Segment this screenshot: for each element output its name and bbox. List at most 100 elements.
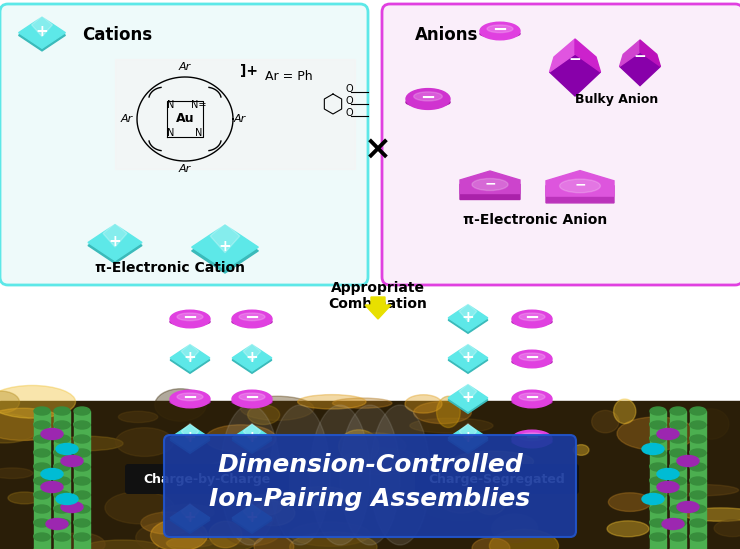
Ellipse shape	[670, 477, 686, 485]
Ellipse shape	[34, 477, 50, 485]
Text: N: N	[167, 100, 175, 110]
Ellipse shape	[346, 433, 406, 459]
Bar	[34, 509, 50, 522]
FancyBboxPatch shape	[0, 4, 368, 285]
Ellipse shape	[61, 501, 83, 513]
Ellipse shape	[512, 310, 552, 328]
Ellipse shape	[657, 429, 679, 440]
Ellipse shape	[670, 519, 686, 527]
Ellipse shape	[431, 464, 506, 476]
Bar	[34, 523, 50, 536]
Text: +: +	[218, 238, 232, 254]
Ellipse shape	[232, 318, 272, 326]
Text: −: −	[244, 309, 260, 327]
Ellipse shape	[642, 444, 664, 455]
Ellipse shape	[670, 476, 686, 484]
Text: Ar: Ar	[234, 114, 246, 124]
Ellipse shape	[74, 504, 90, 512]
Ellipse shape	[170, 478, 210, 486]
Ellipse shape	[74, 434, 90, 442]
Ellipse shape	[592, 411, 619, 433]
Ellipse shape	[232, 398, 272, 406]
Polygon shape	[640, 40, 660, 66]
Bar	[690, 467, 706, 480]
Text: Appropriate
Combination: Appropriate Combination	[329, 281, 428, 311]
Polygon shape	[448, 464, 488, 491]
Bar	[650, 481, 666, 494]
Bar	[54, 411, 70, 424]
Ellipse shape	[480, 22, 520, 40]
Ellipse shape	[34, 505, 50, 513]
Ellipse shape	[74, 462, 90, 470]
Bar	[74, 425, 90, 438]
FancyBboxPatch shape	[382, 4, 740, 285]
Polygon shape	[232, 505, 272, 531]
Text: O: O	[345, 96, 353, 106]
Polygon shape	[448, 467, 488, 494]
Bar	[670, 425, 686, 438]
Text: −: −	[525, 429, 539, 447]
Ellipse shape	[662, 518, 684, 529]
Ellipse shape	[74, 519, 90, 527]
Ellipse shape	[224, 519, 280, 546]
Ellipse shape	[650, 519, 666, 527]
Ellipse shape	[54, 463, 70, 471]
Polygon shape	[18, 17, 65, 48]
Ellipse shape	[54, 421, 70, 429]
Ellipse shape	[650, 420, 666, 428]
Bar	[74, 537, 90, 549]
Text: N: N	[195, 128, 203, 138]
Ellipse shape	[206, 461, 249, 477]
Ellipse shape	[232, 310, 272, 328]
Text: −: −	[525, 469, 539, 487]
Ellipse shape	[34, 491, 50, 499]
Polygon shape	[32, 16, 53, 37]
Bar	[54, 467, 70, 480]
Ellipse shape	[74, 463, 90, 471]
Ellipse shape	[54, 504, 70, 512]
Ellipse shape	[519, 353, 545, 361]
Polygon shape	[170, 505, 210, 531]
Bar	[690, 439, 706, 452]
Ellipse shape	[512, 470, 552, 488]
Ellipse shape	[512, 438, 552, 446]
Text: +: +	[246, 509, 258, 525]
Ellipse shape	[34, 504, 50, 512]
Ellipse shape	[54, 546, 70, 549]
Polygon shape	[232, 345, 272, 371]
Ellipse shape	[650, 421, 666, 429]
Ellipse shape	[677, 456, 699, 467]
Ellipse shape	[74, 491, 90, 499]
Text: −: −	[183, 389, 198, 407]
Ellipse shape	[650, 532, 666, 540]
Text: Ar: Ar	[179, 164, 191, 174]
Ellipse shape	[162, 505, 214, 520]
Ellipse shape	[690, 462, 706, 470]
Ellipse shape	[54, 490, 70, 498]
Text: +: +	[462, 430, 474, 445]
Ellipse shape	[74, 505, 90, 513]
Ellipse shape	[34, 546, 50, 549]
Ellipse shape	[310, 405, 370, 545]
Ellipse shape	[166, 539, 213, 547]
Bar	[34, 467, 50, 480]
Ellipse shape	[422, 490, 502, 520]
Ellipse shape	[650, 546, 666, 549]
Bar	[115, 59, 355, 169]
Polygon shape	[448, 427, 488, 453]
Ellipse shape	[166, 534, 255, 549]
Ellipse shape	[297, 395, 366, 409]
Text: ]+: ]+	[240, 64, 258, 78]
Ellipse shape	[332, 398, 392, 408]
Ellipse shape	[650, 449, 666, 457]
Ellipse shape	[34, 421, 50, 429]
Text: +: +	[184, 509, 196, 525]
Ellipse shape	[480, 30, 520, 37]
Ellipse shape	[492, 514, 537, 542]
Polygon shape	[460, 171, 520, 193]
Ellipse shape	[437, 396, 460, 428]
Ellipse shape	[613, 399, 636, 424]
Ellipse shape	[0, 385, 75, 418]
Ellipse shape	[54, 462, 70, 470]
Ellipse shape	[670, 546, 686, 549]
